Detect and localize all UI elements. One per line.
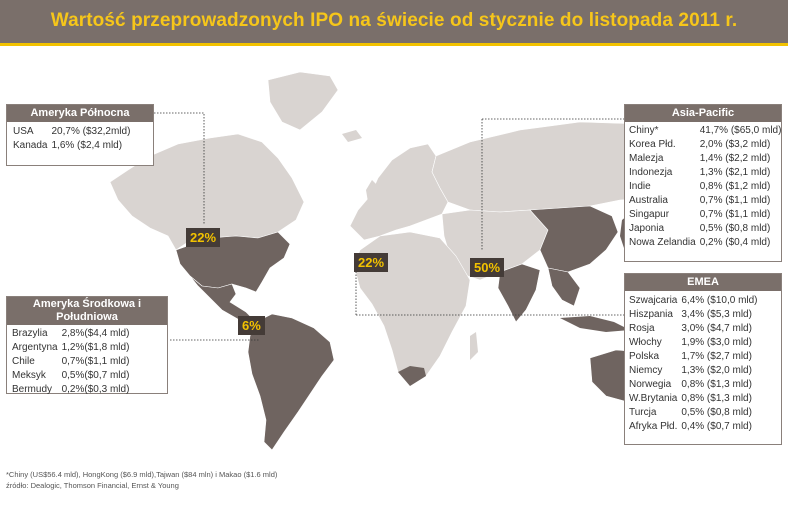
region-south-america: Ameryka Środkowa i Południowa Brazylia 2,…: [6, 296, 168, 397]
table-row: Szwajcaria 6,4% ($10,0 mld): [629, 295, 758, 306]
region-title: Asia-Pacific: [625, 105, 781, 122]
uk-shape: [366, 180, 378, 202]
share-badge-north-america: 22%: [186, 228, 221, 247]
table-row: Argentyna 1,2%($1,8 mld): [12, 342, 130, 353]
table-row: Australia 0,7% ($1,1 mld): [629, 195, 771, 206]
region-title: Ameryka Środkowa i Południowa: [7, 297, 167, 325]
table-row: Rosja 3,0% ($4,7 mld): [629, 323, 752, 334]
greenland-shape: [267, 71, 339, 131]
table-row: Polska 1,7% ($2,7 mld): [629, 351, 752, 362]
source-note: źródło: Dealogic, Thomson Financial, Ern…: [6, 481, 179, 490]
table-row: Chiny* 41,7% ($65,0 mld): [629, 125, 782, 136]
south-africa-shape: [398, 366, 426, 386]
table-row: Bermudy 0,2%($0,3 mld): [12, 384, 130, 395]
table-row: Malezja 1,4% ($2,2 mld): [629, 153, 771, 164]
share-badge-emea: 22%: [354, 253, 389, 272]
connector-lines: [154, 112, 624, 341]
table-row: Brazylia 2,8%($4,4 mld): [12, 328, 130, 339]
region-table: Szwajcaria 6,4% ($10,0 mld) Hiszpania 3,4%…: [627, 294, 760, 434]
table-row: Korea Płd. 2,0% ($3,2 mld): [629, 139, 771, 150]
share-badge-asia-pacific: 50%: [470, 258, 505, 277]
share-badge-south-america: 6%: [238, 316, 265, 335]
table-row: Turcja 0,5% ($0,8 mld): [629, 407, 752, 418]
table-row: Chile 0,7%($1,1 mld): [12, 356, 130, 367]
madagascar-shape: [470, 332, 478, 360]
table-row: Norwegia 0,8% ($1,3 mld): [629, 379, 752, 390]
europe-shape: [349, 143, 449, 241]
region-table: Chiny* 41,7% ($65,0 mld) Korea Płd. 2,0% (…: [627, 124, 783, 250]
table-row: Meksyk 0,5%($0,7 mld): [12, 370, 130, 381]
region-emea: EMEA Szwajcaria 6,4% ($10,0 mld) Hiszpani…: [624, 273, 782, 445]
region-table: USA 20,7% ($32,2mld) Kanada 1,6% ($2,4 mld…: [11, 125, 132, 153]
page-title: Wartość przeprowadzonych IPO na świecie …: [50, 10, 738, 31]
region-asia-pacific: Asia-Pacific Chiny* 41,7% ($65,0 mld) Kor…: [624, 104, 782, 262]
table-row: Japonia 0,5% ($0,8 mld): [629, 223, 771, 234]
table-row: W.Brytania 0,8% ($1,3 mld): [629, 393, 752, 404]
table-row: Hiszpania 3,4% ($5,3 mld): [629, 309, 752, 320]
indonesia-shape: [560, 316, 630, 332]
table-row: Afryka Płd. 0,4% ($0,7 mld): [629, 421, 752, 432]
table-row: Indonezja 1,3% ($2,1 mld): [629, 167, 771, 178]
table-row: Nowa Zelandia 0,2% ($0,4 mld): [629, 237, 771, 248]
table-row: Singapur 0,7% ($1,1 mld): [629, 209, 771, 220]
region-title: Ameryka Północna: [7, 105, 153, 122]
china-shape: [529, 205, 619, 273]
india-shape: [497, 263, 541, 323]
table-row: Włochy 1,9% ($3,0 mld): [629, 337, 752, 348]
se-asia-shape: [547, 267, 581, 307]
header-bar: Wartość przeprowadzonych IPO na świecie …: [0, 0, 788, 46]
table-row: Kanada 1,6% ($2,4 mld): [13, 140, 123, 151]
region-title: EMEA: [625, 274, 781, 291]
iceland-shape: [342, 130, 362, 142]
table-row: USA 20,7% ($32,2mld): [13, 126, 131, 137]
canada-shape: [109, 133, 305, 251]
region-north-america: Ameryka Północna USA 20,7% ($32,2mld) Kan…: [6, 104, 154, 166]
south-america-shape: [247, 313, 335, 451]
footnote: *Chiny (US$56.4 mld), HongKong ($6.9 mld…: [6, 470, 278, 479]
table-row: Niemcy 1,3% ($2,0 mld): [629, 365, 752, 376]
table-row: Indie 0,8% ($1,2 mld): [629, 181, 771, 192]
region-table: Brazylia 2,8%($4,4 mld) Argentyna 1,2%($1,…: [10, 327, 131, 397]
